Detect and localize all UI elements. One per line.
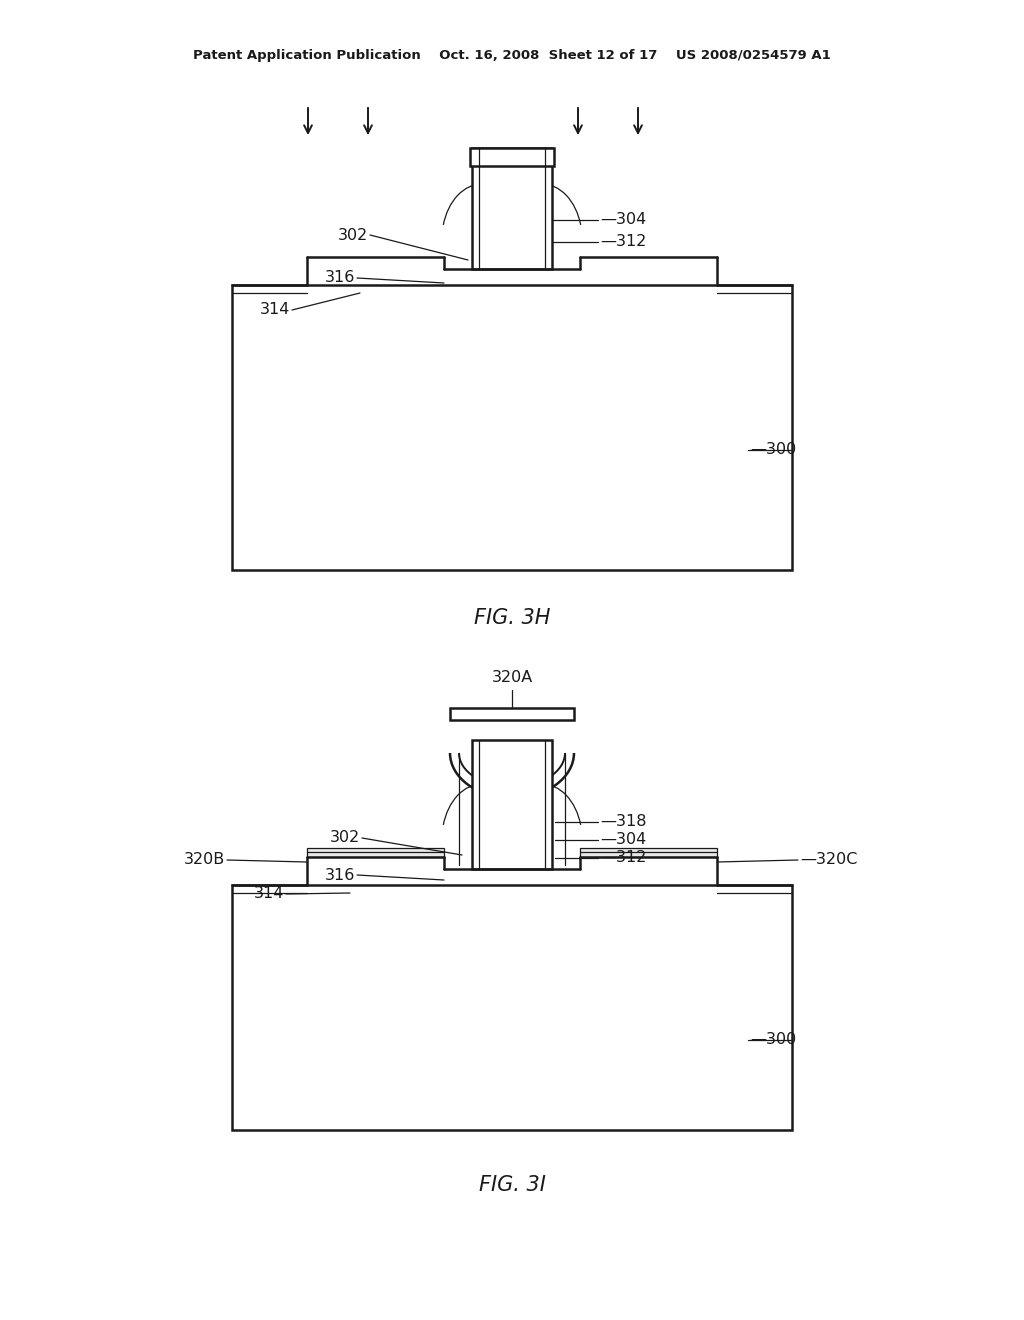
Text: —304: —304: [600, 213, 646, 227]
Text: 316: 316: [325, 271, 355, 285]
Bar: [470, 148, 554, 166]
Text: —318: —318: [600, 814, 646, 829]
Bar: [232, 884, 792, 1130]
Bar: [307, 847, 444, 857]
Text: —300: —300: [750, 1032, 797, 1048]
Bar: [450, 708, 574, 719]
Bar: [580, 847, 717, 857]
Text: —312: —312: [600, 850, 646, 866]
Bar: [472, 741, 552, 869]
Text: 320A: 320A: [492, 671, 532, 685]
Bar: [472, 148, 552, 269]
Text: —300: —300: [750, 442, 797, 458]
Text: Patent Application Publication    Oct. 16, 2008  Sheet 12 of 17    US 2008/02545: Patent Application Publication Oct. 16, …: [194, 49, 830, 62]
Text: FIG. 3I: FIG. 3I: [478, 1175, 546, 1195]
Text: 320B: 320B: [183, 853, 225, 867]
Bar: [232, 285, 792, 570]
Text: —320C: —320C: [800, 853, 857, 867]
Text: 302: 302: [338, 227, 368, 243]
Text: 316: 316: [325, 867, 355, 883]
Text: 302: 302: [330, 830, 360, 846]
Text: 314: 314: [260, 302, 290, 318]
Text: —304: —304: [600, 833, 646, 847]
Text: 314: 314: [254, 887, 284, 902]
Text: FIG. 3H: FIG. 3H: [474, 609, 550, 628]
Text: —312: —312: [600, 235, 646, 249]
